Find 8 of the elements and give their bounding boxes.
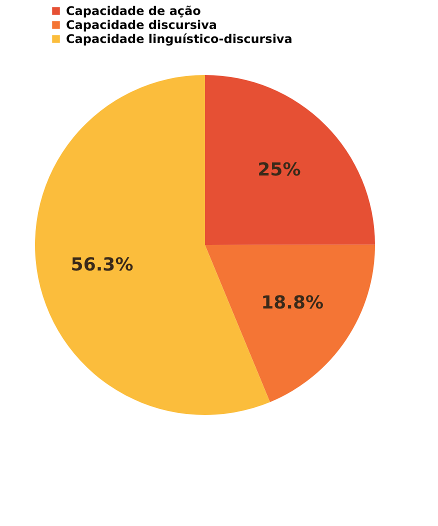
legend-label: Capacidade de ação: [66, 4, 201, 18]
data-label: 18.8%: [261, 292, 324, 314]
pie-slice: [205, 75, 375, 245]
data-label: 25%: [258, 160, 301, 181]
legend-label: Capacidade linguístico-discursiva: [66, 32, 292, 46]
pie-slice: [205, 244, 375, 402]
data-label: 56.3%: [70, 254, 134, 276]
legend-label: Capacidade discursiva: [66, 18, 218, 32]
